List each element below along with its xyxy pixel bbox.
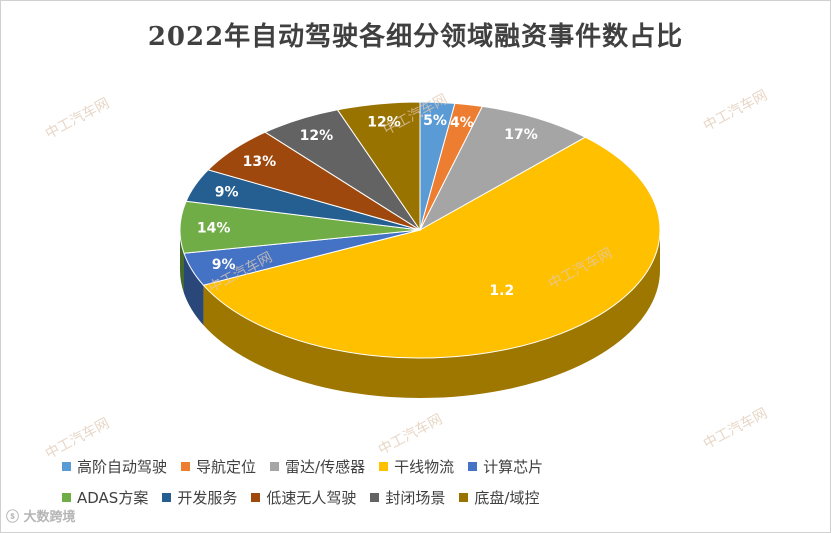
brand-logo: ⓢ 大数跨境 <box>6 506 76 525</box>
data-label: 4% <box>450 115 474 131</box>
pie-slice-side <box>183 253 204 326</box>
legend-item: 导航定位 <box>181 456 256 477</box>
legend-label: ADAS方案 <box>77 489 149 507</box>
legend-swatch <box>468 462 478 471</box>
legend-label: 雷达/传感器 <box>285 458 366 476</box>
legend-item: 计算芯片 <box>468 456 543 477</box>
legend-item: 底盘/域控 <box>459 487 539 508</box>
weibo-icon: ⓢ <box>6 510 20 525</box>
legend-row: 高阶自动驾驶 导航定位 雷达/传感器 干线物流 计算芯片 <box>62 456 782 477</box>
legend-label: 导航定位 <box>196 458 257 476</box>
data-label: 9% <box>212 257 236 273</box>
legend-label: 开发服务 <box>177 489 238 507</box>
legend-item: 干线物流 <box>379 456 454 477</box>
legend-swatch <box>370 493 380 502</box>
data-label: 17% <box>504 127 538 143</box>
pie-slice <box>202 136 661 359</box>
legend-label: 低速无人驾驶 <box>266 489 357 507</box>
legend-row: ADAS方案 开发服务 低速无人驾驶 封闭场景 底盘/域控 <box>62 487 782 508</box>
pie-slice <box>336 101 421 232</box>
data-label: 9% <box>215 184 239 200</box>
legend-swatch <box>251 493 261 502</box>
data-label: 14% <box>197 221 231 237</box>
data-labels: 5% 4%17%1.29%14%9%13%12%12% <box>197 113 538 299</box>
legend-item: 高阶自动驾驶 <box>62 456 167 477</box>
legend: 高阶自动驾驶 导航定位 雷达/传感器 干线物流 计算芯片 ADAS方案 开发服务 低速无人驾… <box>62 456 782 518</box>
data-label: 1.2 <box>489 283 514 299</box>
legend-label: 底盘/域控 <box>474 489 540 507</box>
data-label: 13% <box>243 154 277 170</box>
pie-chart: 5% 4%17%1.29%14%9%13%12%12% <box>179 101 661 399</box>
legend-swatch <box>270 462 280 471</box>
legend-item: 低速无人驾驶 <box>251 487 356 508</box>
legend-label: 高阶自动驾驶 <box>77 458 168 476</box>
pie-side-walls <box>180 230 660 399</box>
legend-item: 封闭场景 <box>370 487 445 508</box>
pie-slice-side <box>203 230 660 399</box>
legend-swatch <box>62 462 71 471</box>
pie-slice <box>418 105 587 232</box>
data-label: 12% <box>367 115 401 131</box>
data-label: 5% <box>423 113 447 129</box>
legend-swatch <box>62 493 71 502</box>
legend-swatch <box>181 462 191 471</box>
legend-label: 计算芯片 <box>483 458 544 476</box>
pie-slice-side <box>180 230 184 294</box>
legend-swatch <box>379 462 389 471</box>
legend-item: ADAS方案 <box>62 487 148 508</box>
legend-swatch <box>162 493 172 502</box>
legend-label: 干线物流 <box>394 458 455 476</box>
legend-item: 雷达/传感器 <box>270 456 365 477</box>
chart-title: 2022年自动驾驶各细分领域融资事件数占比 <box>147 22 684 52</box>
brand-text: 大数跨境 <box>23 510 76 525</box>
legend-swatch <box>459 493 469 502</box>
pie-slices <box>179 101 661 359</box>
data-label: 12% <box>300 128 334 144</box>
legend-item: 开发服务 <box>162 487 237 508</box>
legend-label: 封闭场景 <box>385 489 446 507</box>
